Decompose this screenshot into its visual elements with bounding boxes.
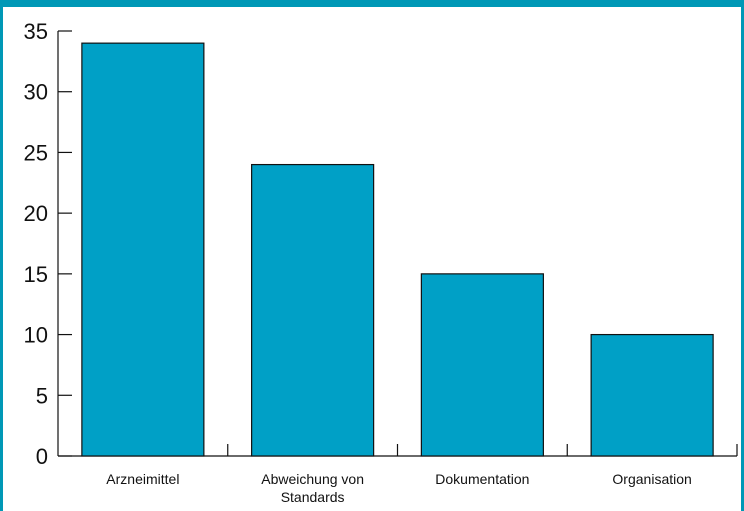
- x-category-label: Arzneimittel: [106, 471, 179, 487]
- x-category-label: Abweichung von: [261, 471, 364, 487]
- y-tick-label: 30: [24, 80, 48, 105]
- x-category-label: Organisation: [612, 471, 691, 487]
- y-tick-label: 15: [24, 262, 48, 287]
- x-category-label: Standards: [281, 489, 345, 505]
- y-tick-label: 25: [24, 140, 48, 165]
- y-tick-label: 20: [24, 201, 48, 226]
- y-tick-label: 35: [24, 19, 48, 44]
- chart-labels: 0 5 10 15 20 25 30 35 Arzneimittel Abweichung von…: [24, 19, 692, 505]
- y-tick-label: 10: [24, 323, 48, 348]
- bar: [81, 42, 205, 457]
- bar: [251, 163, 375, 457]
- chart-bars: [81, 42, 714, 457]
- y-tick-label: 0: [36, 444, 48, 469]
- x-category-label: Dokumentation: [435, 471, 529, 487]
- bar: [420, 273, 544, 457]
- bar: [590, 333, 714, 457]
- y-tick-label: 5: [36, 383, 48, 408]
